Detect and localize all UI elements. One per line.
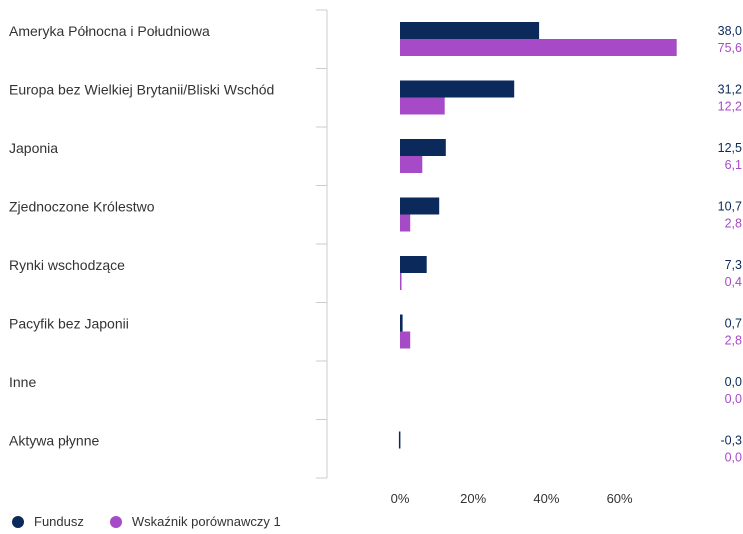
category-label: Pacyfik bez Japonii	[9, 316, 129, 332]
legend-item-fund: Fundusz	[12, 514, 84, 529]
bar-fund	[400, 256, 427, 273]
bar-fund	[400, 80, 515, 98]
category-label: Zjednoczone Królestwo	[9, 199, 155, 215]
x-axis-tick-labels: 0% 20% 40% 60%	[391, 491, 633, 506]
value-label-benchmark: 6,1	[725, 158, 742, 172]
bar-fund	[400, 22, 540, 39]
value-label-benchmark: 2,8	[725, 334, 742, 348]
bar-benchmark	[400, 97, 445, 115]
x-tick-label: 0%	[391, 491, 410, 506]
legend-label-benchmark: Wskaźnik porównawczy 1	[131, 514, 281, 529]
value-label-benchmark: 0,0	[725, 451, 742, 465]
value-label-benchmark: 0,0	[725, 392, 742, 406]
bars	[398, 22, 677, 449]
category-label: Rynki wschodzące	[9, 257, 125, 273]
value-label-fund: 10,7	[718, 200, 742, 214]
bar-benchmark	[400, 331, 411, 349]
value-label-benchmark: 12,2	[718, 100, 742, 114]
category-labels: Ameryka Północna i Południowa Europa bez …	[9, 23, 274, 449]
category-label: Inne	[9, 374, 36, 390]
value-label-fund: 31,2	[718, 83, 742, 97]
value-label-fund: -0,3	[720, 434, 742, 448]
legend-swatch-benchmark	[109, 515, 122, 528]
x-tick-label: 40%	[533, 491, 559, 506]
category-label: Europa bez Wielkiej Brytanii/Bliski Wsch…	[9, 82, 274, 98]
value-label-benchmark: 2,8	[725, 217, 742, 231]
value-label-fund: 7,3	[725, 258, 742, 272]
legend-label-fund: Fundusz	[34, 514, 84, 529]
category-label: Aktywa płynne	[9, 433, 99, 449]
x-tick-label: 20%	[460, 491, 486, 506]
value-label-fund: 0,0	[725, 375, 742, 389]
category-label: Ameryka Północna i Południowa	[9, 23, 210, 39]
bar-benchmark	[400, 39, 677, 56]
bar-benchmark	[400, 156, 423, 173]
bar-fund	[400, 139, 446, 156]
bar-benchmark	[400, 214, 411, 232]
bar-fund	[400, 197, 440, 215]
bar-benchmark	[400, 273, 402, 290]
value-labels: 38,0 75,6 31,2 12,2 12,5 6,1 10,7 2,8 7,3 0,4 0,7 2…	[718, 24, 742, 465]
bar-fund	[400, 314, 403, 332]
legend-item-benchmark: Wskaźnik porównawczy 1	[109, 514, 281, 529]
value-label-benchmark: 0,4	[725, 275, 742, 289]
value-label-fund: 38,0	[718, 24, 742, 38]
value-label-fund: 0,7	[725, 317, 742, 331]
category-axis-ticks	[316, 9, 327, 479]
x-tick-label: 60%	[607, 491, 633, 506]
value-label-benchmark: 75,6	[718, 41, 742, 55]
category-label: Japonia	[9, 140, 58, 156]
bar-fund	[398, 431, 401, 449]
bar-chart: Ameryka Północna i Południowa Europa bez …	[9, 9, 742, 506]
legend: Fundusz Wskaźnik porównawczy 1	[12, 514, 307, 529]
value-label-fund: 12,5	[718, 141, 742, 155]
legend-swatch-fund	[12, 515, 24, 528]
